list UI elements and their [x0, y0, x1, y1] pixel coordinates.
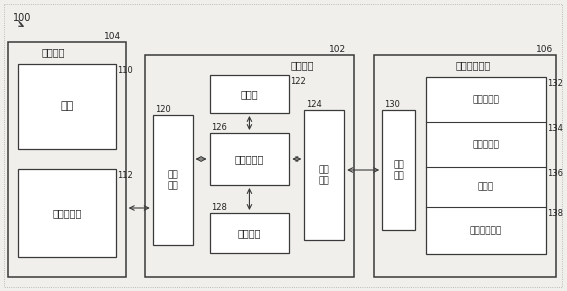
Bar [210, 75, 289, 113]
Text: 喷枪: 喷枪 [60, 102, 74, 111]
Text: 122: 122 [290, 77, 306, 86]
Text: 132: 132 [547, 79, 562, 88]
Text: 电机控制模块: 电机控制模块 [470, 226, 502, 235]
Bar [145, 55, 354, 277]
Text: 110: 110 [117, 66, 133, 75]
Bar [304, 110, 344, 240]
Text: 102: 102 [329, 45, 346, 54]
Text: 130: 130 [384, 100, 400, 109]
Bar [153, 115, 193, 245]
Bar [374, 55, 556, 277]
Bar [210, 133, 289, 185]
Text: 136: 136 [547, 169, 563, 178]
Text: 光幕传感器: 光幕传感器 [472, 95, 500, 104]
Bar [18, 64, 116, 149]
Text: 120: 120 [155, 105, 171, 114]
Bar [210, 213, 289, 253]
Text: 控制按鈕: 控制按鈕 [238, 228, 261, 238]
Bar [8, 42, 126, 277]
Text: 112: 112 [117, 171, 133, 180]
Text: 传送台: 传送台 [478, 182, 494, 191]
Text: 134: 134 [547, 124, 562, 133]
Text: 中央控制器: 中央控制器 [235, 154, 264, 164]
Text: 喷涂设备: 喷涂设备 [41, 47, 65, 57]
Bar [426, 77, 546, 254]
Text: 喷涂机器人: 喷涂机器人 [52, 208, 82, 218]
Text: 128: 128 [211, 203, 227, 212]
Text: 124: 124 [306, 100, 322, 109]
Bar [382, 110, 415, 230]
Text: 深度摄像机: 深度摄像机 [472, 140, 500, 149]
Text: 主控设备: 主控设备 [290, 60, 314, 70]
Text: 显示器: 显示器 [240, 89, 258, 99]
Bar [18, 169, 116, 257]
Text: 数据
接口: 数据 接口 [393, 160, 404, 180]
Text: 106: 106 [536, 45, 553, 54]
Text: 100: 100 [13, 13, 31, 23]
Text: 光学测量设备: 光学测量设备 [455, 60, 490, 70]
Text: 模型
接口: 模型 接口 [319, 165, 329, 185]
Text: 138: 138 [547, 209, 563, 218]
Text: 126: 126 [211, 123, 227, 132]
Text: 104: 104 [104, 32, 121, 41]
Text: 设备
驱动: 设备 驱动 [167, 170, 178, 190]
